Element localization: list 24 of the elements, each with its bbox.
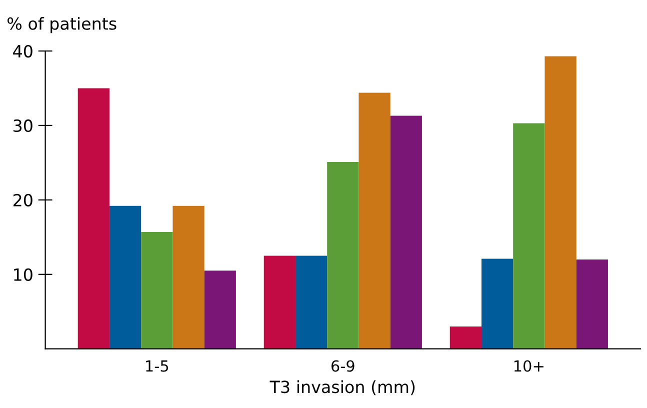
bar: [576, 259, 608, 349]
bar: [358, 92, 390, 349]
bar: [141, 232, 173, 349]
bar: [481, 258, 514, 349]
x-tick-label: 10+: [514, 360, 544, 372]
y-tick-label: 40: [13, 44, 32, 58]
bar: [327, 162, 359, 349]
bar: [544, 56, 576, 349]
bar: [172, 206, 204, 349]
bar: [450, 326, 482, 349]
y-tick-label: 10: [14, 268, 32, 281]
y-tick-label: 30: [14, 119, 32, 132]
bar: [513, 123, 545, 349]
x-tick-label: 1-5: [146, 360, 168, 372]
bar: [295, 256, 328, 349]
bar: [109, 206, 142, 349]
y-tick-label: 20: [13, 194, 32, 206]
x-axis-title: T3 invasion (mm): [270, 380, 415, 396]
x-tick-label: 6-9: [332, 360, 354, 372]
bar: [390, 116, 422, 349]
y-axis-title: % of patients: [8, 17, 116, 34]
bar: [78, 88, 110, 349]
bar: [264, 256, 296, 349]
bar: [204, 270, 236, 349]
